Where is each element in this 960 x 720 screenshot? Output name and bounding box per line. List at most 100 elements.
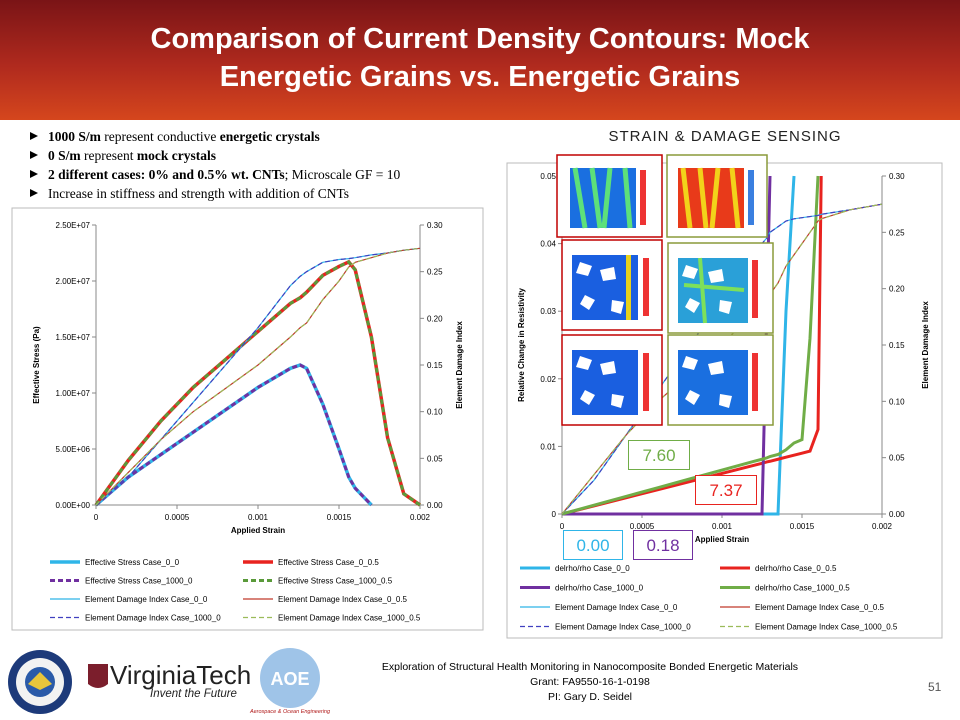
x-axis-title: Applied Strain [695,535,749,544]
y2-tick-label: 0.00 [889,510,905,519]
x-tick-label: 0 [560,522,565,531]
bullet-marker [30,189,38,197]
contour-thumb [666,154,768,238]
x-tick-label: 0 [94,513,99,522]
y2-tick-label: 0.10 [889,397,905,406]
bullet: 1000 S/m represent conductive energetic … [30,127,500,146]
y-tick-label: 0.05 [540,172,556,181]
series-line [561,203,883,515]
legend-label: delrho/rho Case_1000_0.5 [755,584,850,593]
y2-tick-label: 0.20 [427,314,443,323]
y-tick-label: 0 [552,510,557,519]
y2-tick-label: 0.20 [889,285,905,294]
annotation: 0.00 [563,530,623,560]
series-line [94,260,421,507]
bullet: 2 different cases: 0% and 0.5% wt. CNTs;… [30,165,500,184]
y2-tick-label: 0.30 [889,172,905,181]
bullet-text: 2 different cases: 0% and 0.5% wt. CNTs [48,167,285,182]
bullet-text: represent conductive [100,129,220,144]
footer: Exploration of Structural Health Monitor… [320,660,860,705]
footer-line: PI: Gary D. Seidel [547,691,633,703]
vt-name: VirginiaTech [110,660,251,690]
bullet-text: 1000 S/m [48,129,101,144]
y-tick-label: 0.02 [540,375,556,384]
header: Comparison of Current Density Contours: … [0,0,960,120]
bullet-text: Increase in stiffness and strength with … [48,186,350,201]
legend-label: Element Damage Index Case_0_0 [555,603,678,612]
x-tick-label: 0.002 [872,522,893,531]
y-axis-title: Relative Change in Resistivity [517,288,526,402]
legend-label: Element Damage Index Case_1000_0 [555,623,691,632]
legend-label: Effective Stress Case_0_0.5 [278,558,379,567]
series-line [95,363,373,507]
y-tick-label: 1.00E+07 [56,389,91,398]
y-tick-label: 0.03 [540,307,556,316]
y2-tick-label: 0.00 [427,501,443,510]
legend-label: Element Damage Index Case_0_0.5 [278,595,408,604]
y-tick-label: 2.50E+07 [56,221,91,230]
y-axis-title: Effective Stress (Pa) [32,326,41,404]
y-tick-label: 5.00E+06 [56,445,91,454]
legend-label: Effective Stress Case_1000_0 [85,577,193,586]
y2-tick-label: 0.05 [889,454,905,463]
bullet-marker [30,132,38,140]
y2-tick-label: 0.30 [427,221,443,230]
bullet-marker [30,151,38,159]
y2-tick-label: 0.15 [427,361,443,370]
legend-label: Effective Stress Case_0_0 [85,558,180,567]
contour-thumb [667,242,774,334]
vt-tagline: Invent the Future [150,688,237,700]
aoe-logo: AOE Aerospace & Ocean Engineering [249,648,331,715]
title-line: Comparison of Current Density Contours: … [150,23,810,55]
y-tick-label: 0.01 [540,442,556,451]
contour-thumb [556,154,663,238]
y-tick-label: 2.00E+07 [56,277,91,286]
contour-thumb [561,334,663,426]
y-tick-label: 0.00E+00 [56,501,91,510]
vt-logo: VirginiaTech Invent the Future [88,660,251,700]
legend-label: Effective Stress Case_1000_0.5 [278,577,393,586]
annotation: 0.18 [633,530,693,560]
chart-frame [11,207,484,631]
y-tick-label: 0.04 [540,240,556,249]
x-tick-label: 0.001 [712,522,733,531]
bullet-marker [30,170,38,178]
page-number: 51 [928,680,942,694]
y2-axis-title: Element Damage Index [455,321,464,409]
annotation: 7.37 [695,475,757,505]
y2-tick-label: 0.25 [427,268,443,277]
bullet-text: energetic crystals [219,129,320,144]
bullet: 0 S/m represent mock crystals [30,146,500,165]
footer-line: Grant: FA9550-16-1-0198 [530,676,650,688]
x-axis-title: Applied Strain [231,526,285,535]
bullet: Increase in stiffness and strength with … [30,184,500,203]
legend-label: Element Damage Index Case_0_0 [85,595,208,604]
legend-label: Element Damage Index Case_0_0.5 [755,603,885,612]
air-force-seal [8,650,72,714]
x-tick-label: 0.002 [410,513,431,522]
contour-thumb [667,334,774,426]
series-line [561,175,823,516]
legend-label: Element Damage Index Case_1000_0 [85,614,221,623]
x-tick-label: 0.0005 [165,513,190,522]
bullet-text: represent [80,148,137,163]
legend-label: Element Damage Index Case_1000_0.5 [278,614,421,623]
x-tick-label: 0.0015 [327,513,352,522]
x-tick-label: 0.0005 [630,522,655,531]
y-tick-label: 1.50E+07 [56,333,91,342]
y2-tick-label: 0.10 [427,408,443,417]
bullet-list: 1000 S/m represent conductive energetic … [30,127,500,203]
legend-label: delrho/rho Case_0_0 [555,564,630,573]
series-line [95,247,421,506]
legend-label: delrho/rho Case_0_0.5 [755,564,837,573]
x-tick-label: 0.001 [248,513,269,522]
series-line [95,247,421,506]
y2-axis-title: Element Damage Index [921,301,930,389]
bullet-text: mock crystals [136,148,216,163]
y2-tick-label: 0.05 [427,454,443,463]
contour-thumb [561,239,663,331]
y2-tick-label: 0.25 [889,228,905,237]
title-line: Energetic Grains vs. Energetic Grains [219,61,741,93]
